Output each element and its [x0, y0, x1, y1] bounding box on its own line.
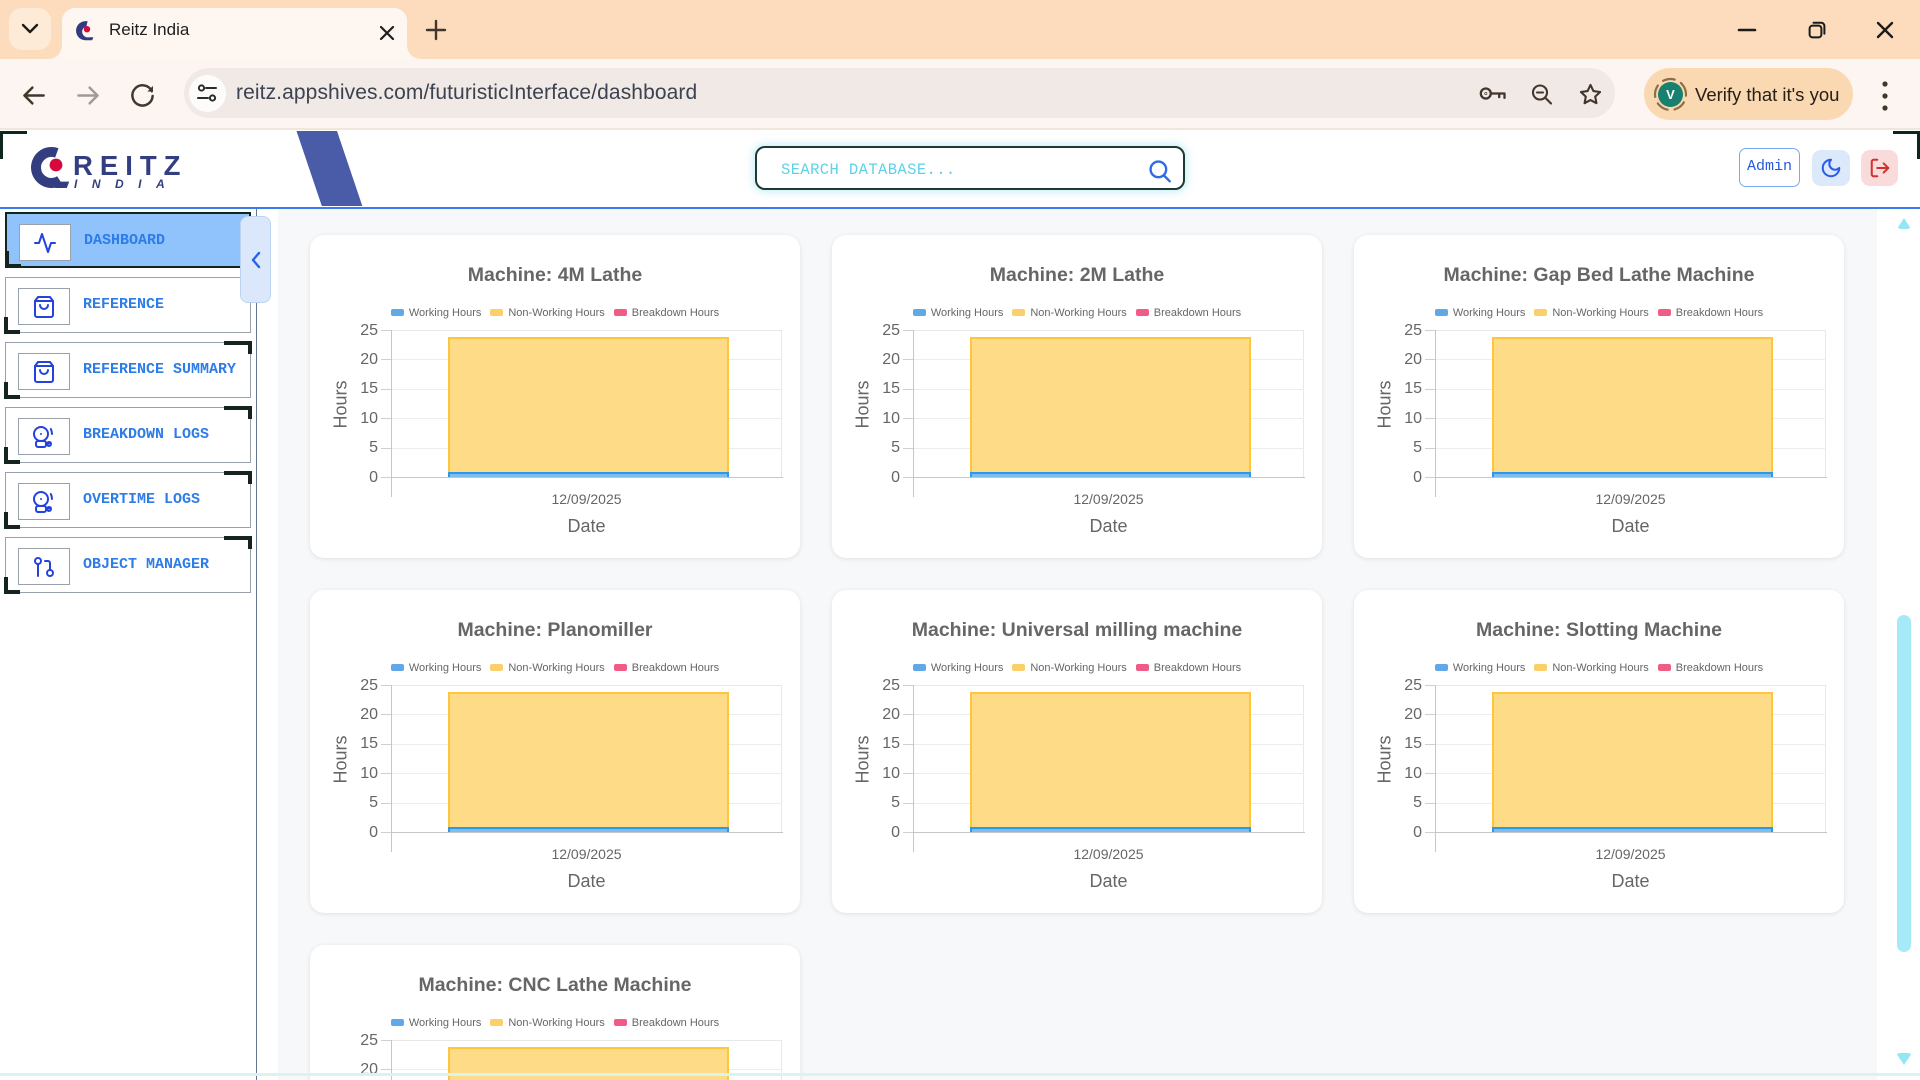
svg-text:INDIA: INDIA: [74, 177, 179, 191]
svg-text:REITZ: REITZ: [73, 150, 187, 181]
